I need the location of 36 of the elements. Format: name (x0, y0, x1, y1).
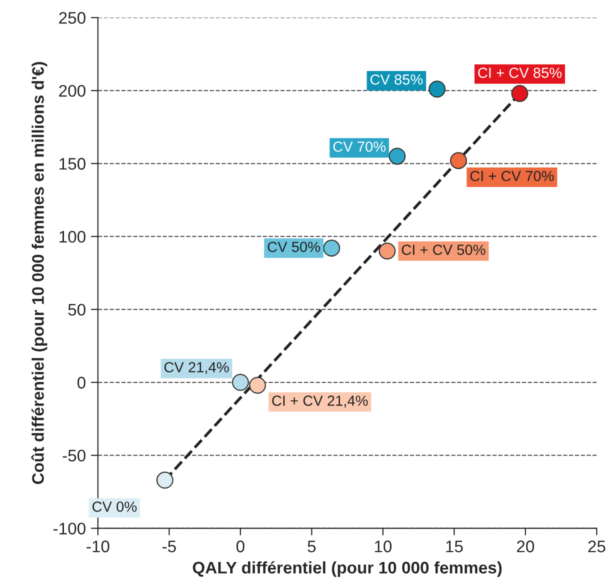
x-tick-label: -5 (162, 540, 176, 552)
series-label: CV 0% (92, 502, 137, 512)
x-tick-label: 20 (517, 540, 534, 552)
x-tick-label: 15 (446, 540, 463, 552)
point (323, 240, 340, 257)
point (388, 148, 406, 165)
series-label: CI + CV 85% (478, 68, 562, 78)
point (428, 80, 446, 98)
x-axis-title: QALY différentiel (pour 10 000 femmes) (192, 561, 502, 577)
y-tick-label: 50 (68, 304, 86, 316)
point (249, 376, 266, 394)
series-label: CI + CV 50% (402, 244, 486, 255)
y-tick-label: 250 (59, 12, 86, 24)
series-label: CV 21,4% (164, 362, 229, 374)
y-tick-label: -50 (62, 450, 86, 462)
x-tick-label: 10 (374, 540, 392, 552)
series-label: CV 85% (370, 74, 423, 85)
point (450, 152, 467, 170)
y-axis-title: Coût différentiel (pour 10 000 femmes en millions d'€) (31, 62, 48, 484)
series-label: CI + CV 70% (470, 170, 554, 182)
y-tick-label: 0 (77, 376, 86, 389)
y-tick-label: -100 (54, 522, 86, 535)
point (156, 472, 174, 489)
y-tick-label: 100 (60, 230, 86, 243)
y-tick-label: 200 (59, 84, 86, 97)
series-label: CV 70% (333, 141, 386, 152)
y-tick-label: 150 (60, 158, 86, 170)
series-label: CV 50% (268, 242, 320, 252)
point (232, 374, 249, 391)
point (511, 85, 528, 102)
x-tick-label: 5 (308, 540, 316, 552)
x-tick-label: 0 (236, 540, 244, 552)
point (378, 242, 396, 260)
x-tick-label: -10 (86, 540, 110, 552)
x-tick-label: 25 (588, 540, 606, 552)
series-label: CI + CV 21,4% (272, 396, 368, 408)
